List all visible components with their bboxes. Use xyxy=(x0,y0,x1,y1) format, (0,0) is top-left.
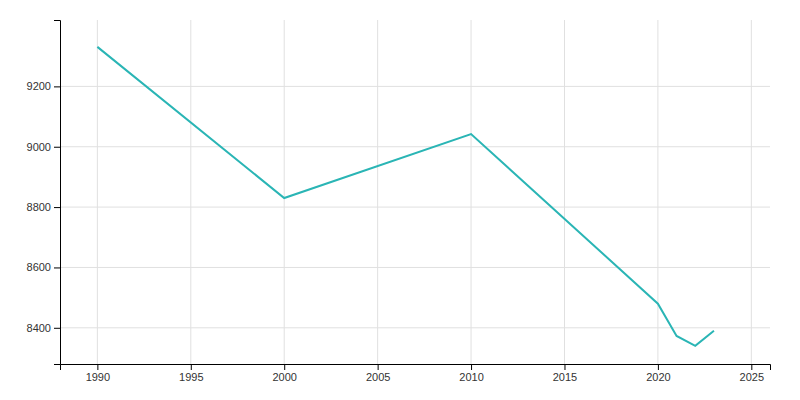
y-tick-mark xyxy=(54,207,60,208)
y-tick: 9000 xyxy=(27,141,60,153)
x-tick-label: 1990 xyxy=(86,371,110,383)
y-axis: 8400 8600 8800 9000 9200 xyxy=(27,21,61,365)
chart-svg: 1990 1995 2000 2005 2010 2015 2020 2025 8400 8600… xyxy=(0,0,800,400)
y-tick: 8600 xyxy=(27,261,60,273)
x-axis: 1990 1995 2000 2005 2010 2015 2020 2025 xyxy=(61,364,771,383)
x-tick: 2000 xyxy=(272,364,296,383)
y-tick-mark xyxy=(54,267,60,268)
x-tick-mark xyxy=(191,364,192,370)
x-tick: 1995 xyxy=(179,364,203,383)
y-grid-line xyxy=(60,207,770,208)
chart-container: 1990 1995 2000 2005 2010 2015 2020 2025 8400 8600… xyxy=(0,0,800,400)
y-tick-label: 8800 xyxy=(27,201,51,213)
x-grid-line xyxy=(751,20,752,364)
y-tick-mark xyxy=(54,147,60,148)
y-tick-label: 8400 xyxy=(27,322,51,334)
x-tick-label: 1995 xyxy=(179,371,203,383)
y-grid-line xyxy=(60,267,770,268)
x-tick-label: 2015 xyxy=(553,371,577,383)
y-tick: 9200 xyxy=(27,80,60,92)
x-tick-mark xyxy=(284,364,285,370)
y-grid-line xyxy=(60,86,770,87)
x-tick-mark xyxy=(751,364,752,370)
marks xyxy=(97,47,714,346)
x-tick: 1990 xyxy=(86,364,110,383)
x-grid-line xyxy=(471,20,472,364)
y-grid-line xyxy=(60,146,770,147)
x-tick: 2010 xyxy=(459,364,483,383)
x-tick-mark xyxy=(97,364,98,370)
line xyxy=(97,47,714,346)
y-axis-line xyxy=(54,21,61,365)
x-grid-line xyxy=(190,20,191,364)
x-tick-mark xyxy=(658,364,659,370)
x-tick-mark xyxy=(471,364,472,370)
y-tick-label: 9000 xyxy=(27,141,51,153)
y-tick-mark xyxy=(54,328,60,329)
x-tick-mark xyxy=(378,364,379,370)
x-grid-line xyxy=(657,20,658,364)
grid xyxy=(60,20,770,364)
x-tick: 2020 xyxy=(646,364,670,383)
x-tick: 2015 xyxy=(553,364,577,383)
x-grid-line xyxy=(97,20,98,364)
x-tick-label: 2000 xyxy=(272,371,296,383)
x-grid-line xyxy=(377,20,378,364)
y-tick-label: 9200 xyxy=(27,80,51,92)
x-tick-label: 2005 xyxy=(366,371,390,383)
y-grid-line xyxy=(60,327,770,328)
x-tick-label: 2010 xyxy=(459,371,483,383)
x-tick-label: 2025 xyxy=(740,371,764,383)
x-tick-label: 2020 xyxy=(646,371,670,383)
x-grid-line xyxy=(564,20,565,364)
x-grid-line xyxy=(284,20,285,364)
y-tick: 8400 xyxy=(27,322,60,334)
y-tick: 8800 xyxy=(27,201,60,213)
y-tick-label: 8600 xyxy=(27,261,51,273)
plot-area: 1990 1995 2000 2005 2010 2015 2020 2025 8400 8600… xyxy=(27,20,771,383)
x-axis-line xyxy=(61,365,771,371)
x-tick-mark xyxy=(564,364,565,370)
x-tick: 2005 xyxy=(366,364,390,383)
x-tick: 2025 xyxy=(740,364,764,383)
y-tick-mark xyxy=(54,86,60,87)
